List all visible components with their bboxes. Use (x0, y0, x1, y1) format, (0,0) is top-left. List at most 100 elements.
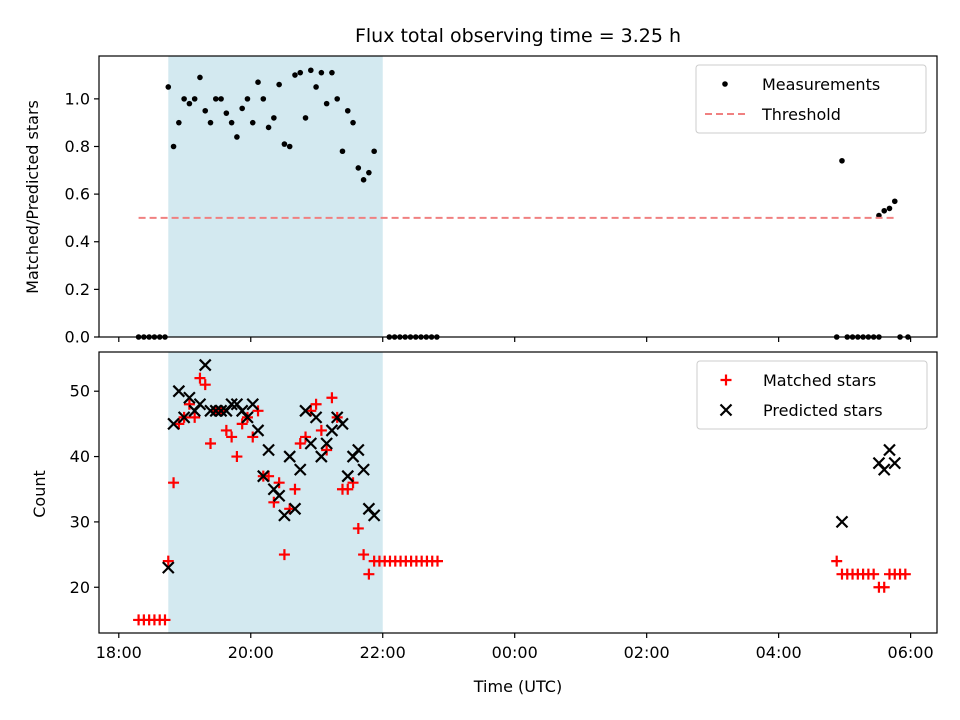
data-point (272, 489, 286, 503)
top-y-axis-label: Matched/Predicted stars (23, 100, 42, 294)
data-point (162, 561, 175, 574)
top-panel: 0.0 0.2 0.4 0.6 0.8 1.0 Measurements Threshold (65, 55, 938, 347)
x-tick-label: 20:00 (228, 643, 274, 662)
bottom-y-axis-label: Count (30, 470, 49, 518)
data-point (193, 398, 207, 411)
data-point (357, 463, 370, 476)
data-point (326, 392, 338, 404)
data-point (236, 418, 248, 430)
data-point (293, 463, 307, 476)
series-matched-stars (133, 372, 911, 626)
y-tick-label: 50 (70, 382, 90, 401)
data-point (168, 477, 180, 489)
data-point (313, 84, 319, 90)
y-tick-label: 40 (70, 447, 90, 466)
legend-box (696, 360, 928, 430)
data-point (199, 379, 211, 391)
data-point (299, 404, 312, 418)
data-point (191, 96, 198, 102)
data-point (341, 469, 355, 483)
data-point (212, 96, 219, 102)
x-tick-label: 06:00 (888, 643, 934, 662)
data-point (888, 456, 902, 470)
data-point (305, 405, 317, 417)
plot-frame (98, 351, 938, 634)
data-point (891, 198, 898, 205)
data-point (265, 124, 272, 131)
data-point (284, 503, 296, 515)
data-point (286, 143, 293, 150)
legend-marker (722, 81, 728, 87)
data-point (204, 404, 217, 418)
data-point (159, 614, 171, 626)
data-point (334, 96, 341, 102)
y-tick-label: 0.8 (65, 137, 90, 156)
data-point (336, 417, 349, 431)
data-point (309, 411, 323, 424)
data-point (231, 451, 243, 463)
legend-label: Threshold (761, 105, 841, 124)
data-point (300, 431, 312, 443)
data-point (263, 470, 275, 482)
data-point (183, 398, 195, 410)
legend-label: Measurements (762, 75, 880, 94)
data-point (244, 96, 251, 102)
data-point (878, 581, 890, 593)
data-point (249, 119, 256, 126)
chart-title: Flux total observing time = 3.25 h (355, 25, 681, 47)
data-point (835, 515, 849, 529)
data-point (255, 79, 261, 85)
legend-marker (719, 403, 733, 417)
legend-marker (720, 374, 732, 386)
x-axis-label: Time (UTC) (473, 677, 562, 696)
data-point (294, 437, 306, 449)
data-point (162, 555, 174, 567)
data-point (252, 405, 264, 417)
data-point (310, 398, 322, 410)
legend: Measurements Threshold (695, 64, 927, 134)
data-point (352, 443, 365, 457)
data-point (358, 549, 370, 561)
data-point (183, 391, 196, 405)
data-point (260, 96, 267, 102)
data-point (186, 100, 193, 107)
data-point (207, 119, 214, 126)
data-point (226, 431, 238, 443)
data-point (225, 398, 238, 411)
x-tick-label: 00:00 (492, 643, 538, 662)
data-point (339, 148, 346, 155)
data-point (234, 134, 240, 140)
data-point (371, 148, 377, 155)
data-point (239, 105, 245, 112)
data-point (257, 469, 270, 483)
data-point (205, 437, 217, 449)
data-point (247, 431, 259, 443)
data-point (350, 119, 356, 126)
y-tick-label: 0.2 (65, 280, 90, 299)
data-point (198, 358, 212, 372)
data-point (831, 555, 843, 567)
data-point (304, 437, 318, 450)
data-point (246, 398, 260, 411)
data-point (176, 119, 182, 126)
data-point (344, 107, 351, 114)
data-point (271, 115, 277, 121)
data-point (194, 372, 206, 384)
data-point (360, 177, 367, 183)
data-point (202, 107, 209, 114)
data-point (170, 143, 177, 150)
legend-label: Predicted stars (763, 401, 883, 420)
data-point (218, 96, 224, 102)
data-point (228, 119, 235, 126)
data-point (262, 443, 275, 457)
y-tick-label: 0.4 (65, 232, 90, 251)
data-point (877, 463, 891, 476)
data-point (342, 483, 354, 495)
data-point (325, 424, 339, 437)
data-point (363, 568, 375, 580)
data-point (352, 522, 364, 534)
x-tick-label: 22:00 (360, 643, 406, 662)
data-point (273, 477, 285, 489)
data-point (839, 157, 845, 164)
